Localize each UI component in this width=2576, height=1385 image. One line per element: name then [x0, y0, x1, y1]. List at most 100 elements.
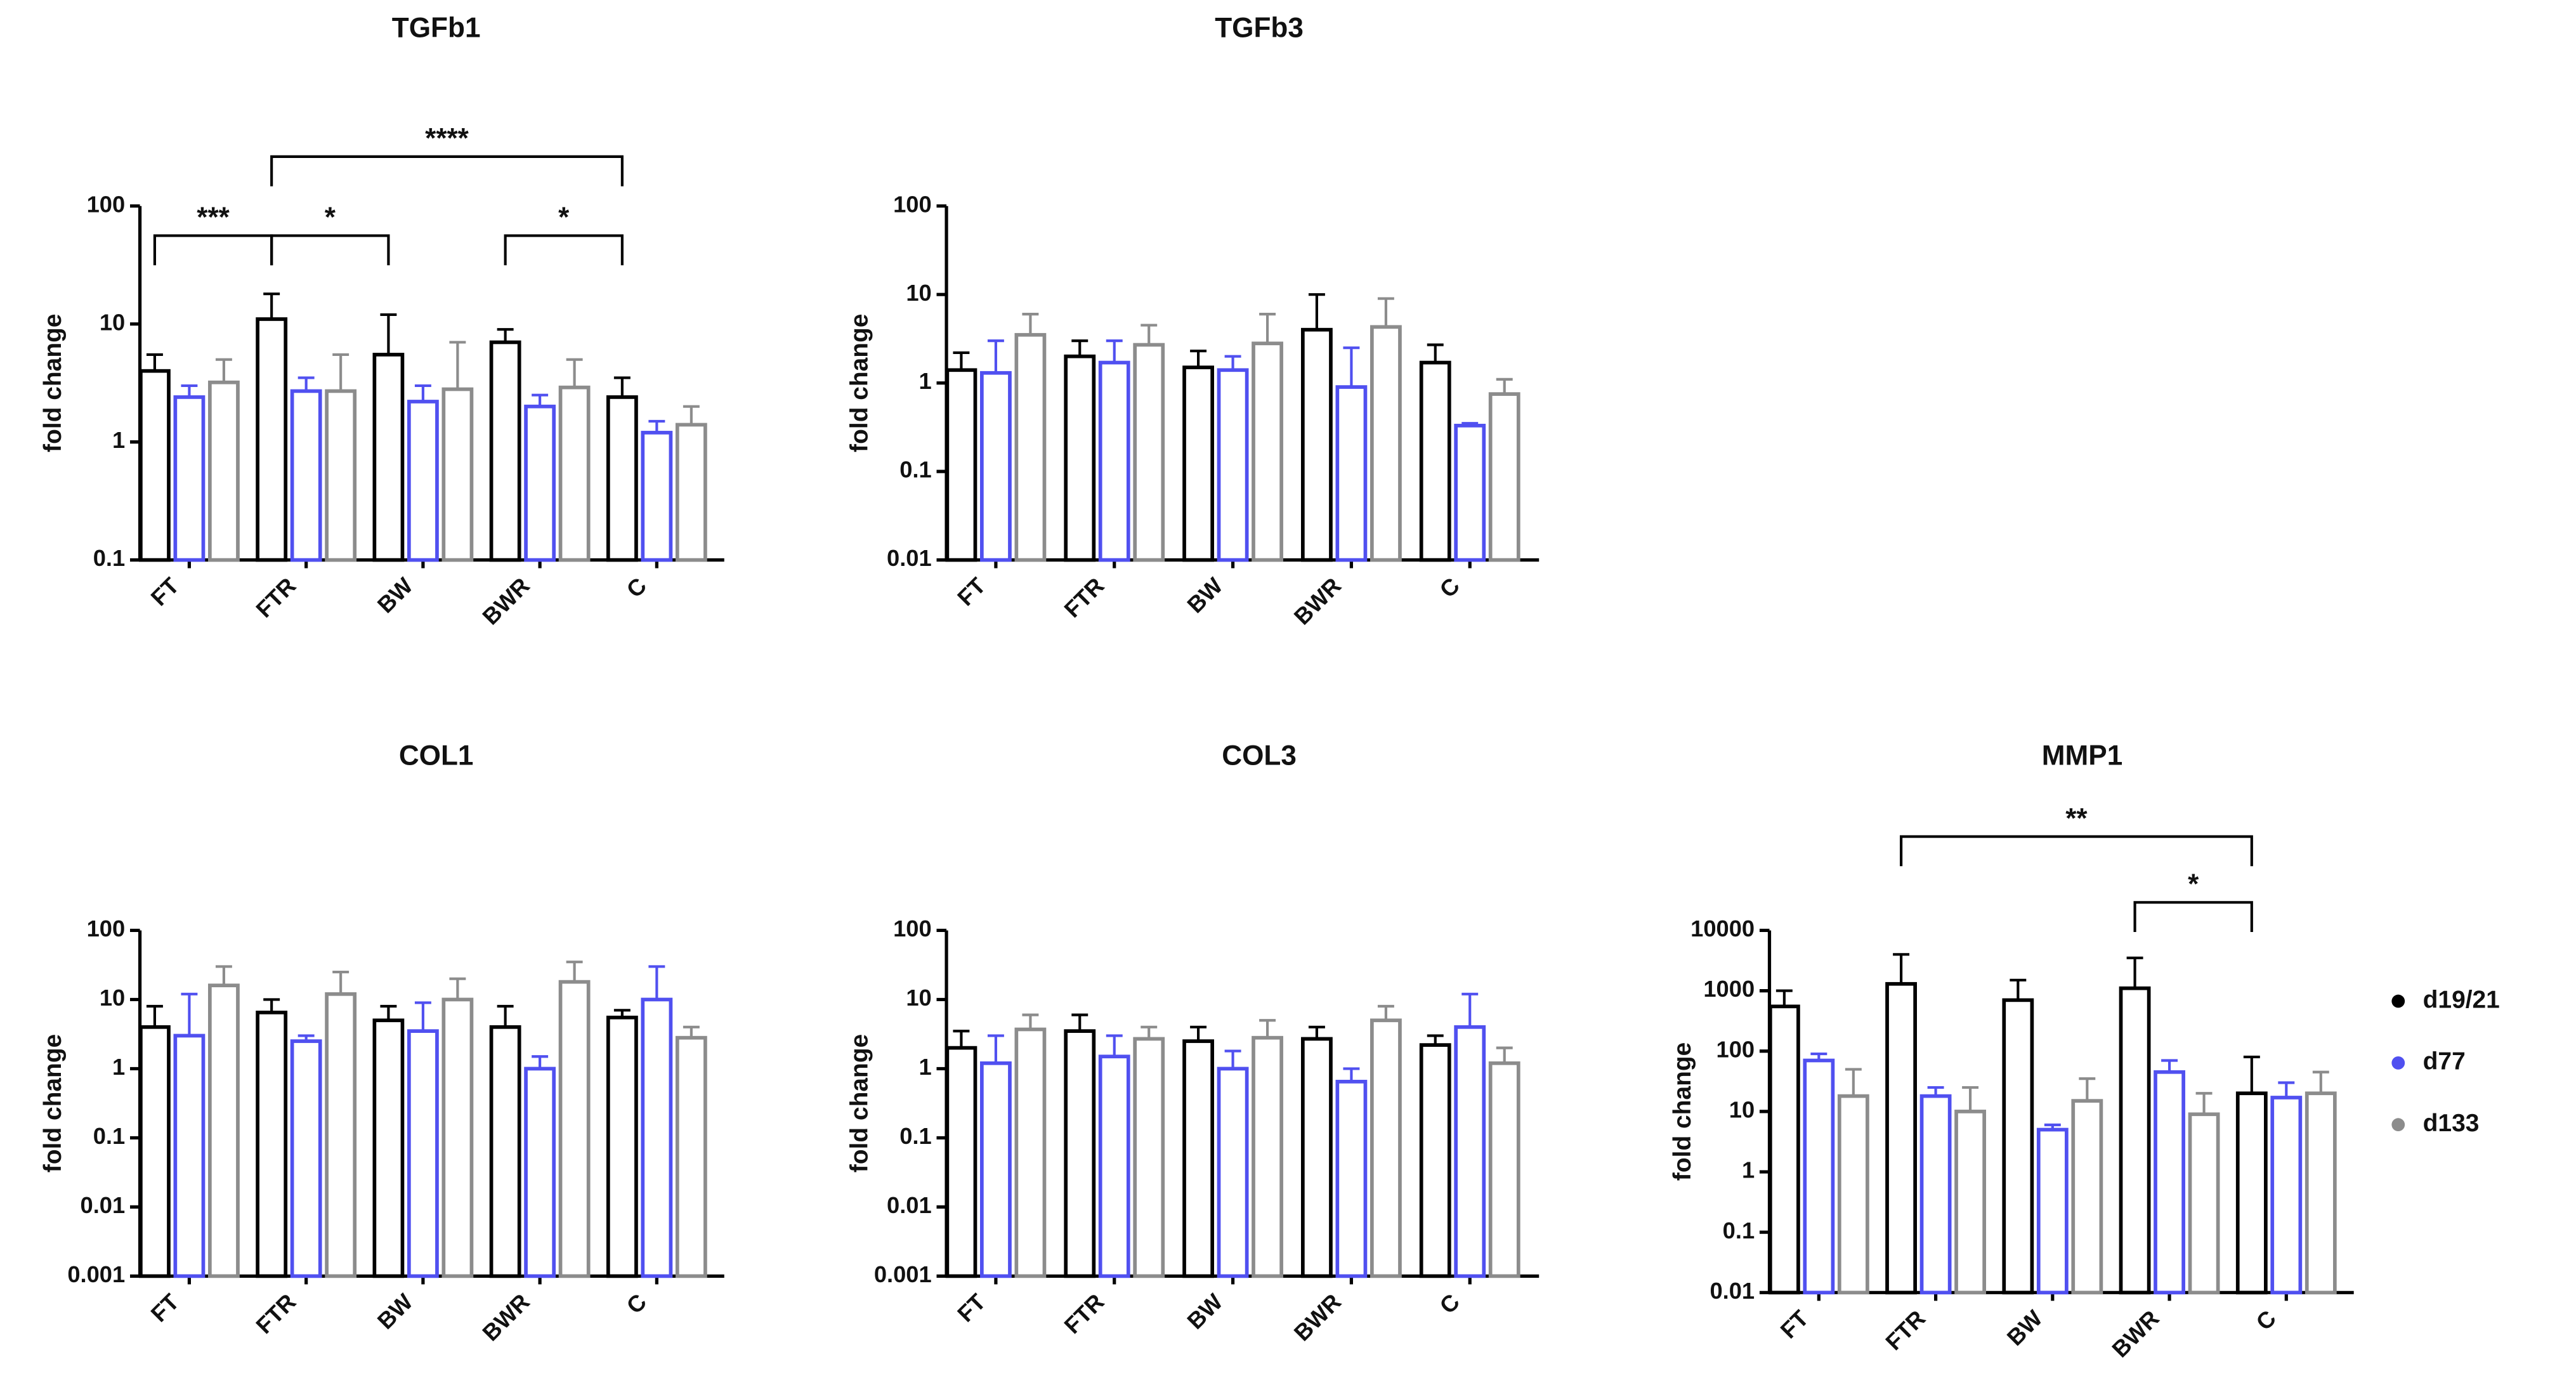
x-tick-label: C — [2251, 1305, 2281, 1336]
bar — [558, 385, 591, 562]
y-tick-label: 0.01 — [81, 1192, 126, 1218]
bar — [641, 431, 673, 562]
significance-bracket — [153, 234, 273, 266]
error-bar — [215, 358, 232, 383]
error-bar — [332, 353, 350, 391]
y-tick-label: 1 — [112, 1054, 125, 1080]
error-bar — [1461, 992, 1479, 1027]
bar — [139, 1025, 171, 1278]
error-bar — [297, 376, 315, 391]
x-tick-label: BW — [372, 572, 418, 618]
bar — [1885, 981, 1918, 1295]
bar — [1133, 343, 1165, 562]
y-tick-label: 100 — [893, 191, 932, 217]
bar — [173, 395, 206, 562]
error-bar — [1106, 339, 1123, 363]
bar — [1300, 327, 1333, 562]
legend-marker — [2391, 1118, 2405, 1132]
significance-bracket — [504, 234, 624, 266]
error-bar — [1071, 339, 1089, 357]
bar — [1014, 332, 1047, 562]
error-bar — [332, 970, 350, 994]
error-bar — [566, 358, 583, 388]
bar — [1335, 385, 1368, 562]
error-bar — [1927, 1086, 1944, 1096]
y-tick-label: 0.01 — [1710, 1278, 1755, 1304]
y-tick-label: 10 — [100, 985, 125, 1011]
bar — [207, 380, 240, 562]
error-bar — [2044, 1123, 2061, 1130]
x-tick-label: BW — [2002, 1305, 2048, 1351]
legend-marker — [2391, 1056, 2405, 1070]
error-bar — [683, 405, 700, 425]
x-tick-label: C — [622, 1289, 652, 1319]
x-tick-label: FT — [146, 572, 184, 610]
error-bar — [1308, 293, 1325, 330]
error-bar — [1224, 1049, 1241, 1069]
bar — [1252, 341, 1283, 562]
bar — [1419, 1043, 1451, 1278]
significance-label: * — [2188, 869, 2199, 900]
bar — [2235, 1091, 2268, 1295]
error-bar — [380, 313, 397, 355]
y-tick-label: 0.1 — [899, 457, 931, 483]
y-tick-label: 0.1 — [1723, 1218, 1755, 1244]
error-bar — [263, 998, 280, 1013]
bar — [1370, 1018, 1402, 1278]
bar — [2071, 1099, 2103, 1295]
x-tick-label: FTR — [1059, 1289, 1109, 1339]
x-tick-label: BWR — [477, 572, 534, 629]
error-bar — [449, 977, 466, 1000]
x-tick-label: BW — [1182, 1289, 1227, 1334]
x-tick-label: FT — [1775, 1305, 1814, 1343]
error-bar — [2161, 1059, 2178, 1072]
bar — [1217, 1067, 1249, 1278]
bar — [979, 1061, 1012, 1278]
y-tick-label: 100 — [87, 191, 126, 217]
bar — [489, 1025, 521, 1278]
error-bar — [2312, 1070, 2329, 1094]
bar — [1837, 1094, 1869, 1295]
bar — [558, 980, 591, 1278]
x-tick-label: FTR — [1059, 572, 1109, 622]
bar — [1217, 368, 1249, 562]
error-bar — [1141, 1025, 1158, 1039]
error-bar — [414, 1001, 431, 1032]
bar — [1098, 1054, 1130, 1278]
error-bar — [648, 965, 665, 1000]
bar — [1300, 1037, 1333, 1278]
error-bar — [1190, 1025, 1207, 1042]
error-bar — [1259, 1019, 1276, 1038]
error-bar — [2010, 978, 2027, 1001]
error-bar — [1106, 1034, 1123, 1057]
bar — [2154, 1070, 2185, 1295]
bar — [256, 1010, 288, 1278]
bar — [256, 317, 288, 562]
y-tick-label: 10000 — [1690, 916, 1755, 942]
x-tick-label: FT — [952, 1289, 990, 1327]
bar — [290, 389, 322, 562]
y-axis-label: fold change — [846, 313, 873, 452]
legend-label: d77 — [2423, 1048, 2466, 1075]
error-bar — [1259, 313, 1276, 344]
x-tick-label: C — [1434, 1289, 1465, 1319]
bar — [606, 1015, 638, 1278]
bar — [675, 423, 707, 562]
bar — [407, 400, 439, 562]
bar — [945, 368, 977, 562]
error-bar — [532, 393, 549, 407]
error-bar — [648, 419, 665, 433]
x-tick-label: FTR — [251, 572, 301, 622]
y-tick-label: 0.001 — [67, 1261, 125, 1287]
bar — [1488, 392, 1520, 562]
bar — [1064, 354, 1096, 562]
bar — [524, 1067, 556, 1278]
bar — [1768, 1004, 1800, 1295]
x-tick-label: FTR — [1880, 1305, 1930, 1355]
error-bar — [181, 992, 198, 1036]
error-bar — [263, 292, 280, 319]
x-tick-label: FTR — [251, 1289, 301, 1339]
y-tick-label: 0.1 — [93, 1123, 125, 1149]
x-tick-label: C — [1434, 572, 1465, 603]
